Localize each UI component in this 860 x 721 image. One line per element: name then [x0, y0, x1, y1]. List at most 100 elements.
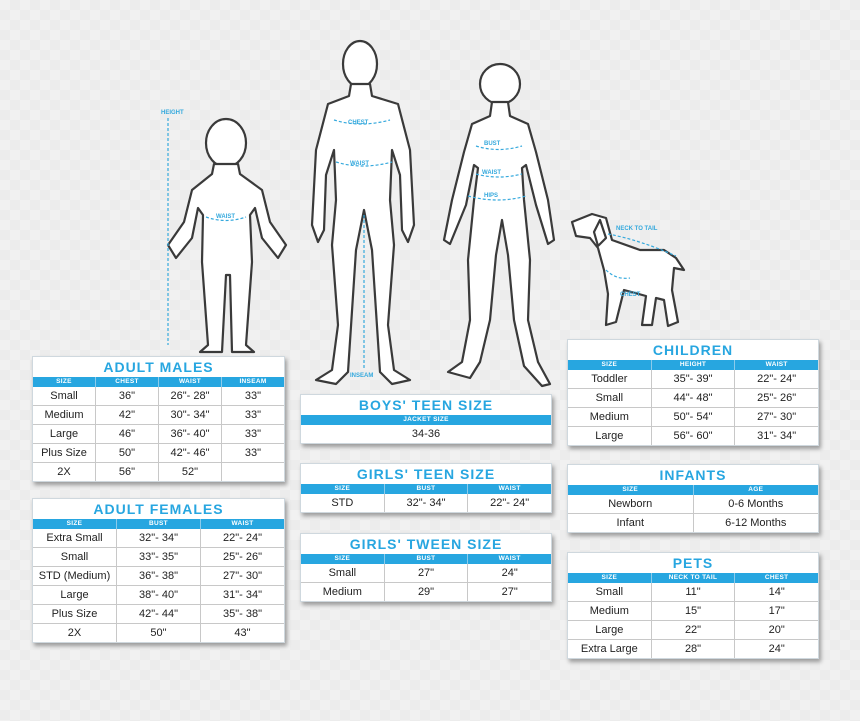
table-cell: 2X	[57, 466, 71, 478]
table-cell: Large	[595, 430, 624, 442]
table-cell: 34-36	[411, 428, 441, 440]
table-cell: 33"	[221, 406, 284, 424]
table-cell: 31"- 34"	[200, 586, 284, 604]
table-cell: 11"	[650, 583, 735, 601]
table-row: Plus Size 50" 42"- 46" 33"	[33, 444, 284, 463]
table-cell: 35"- 39"	[650, 370, 735, 388]
table-cell: 17"	[734, 602, 818, 620]
column-header: WAIST	[158, 377, 221, 387]
table-cell: Small	[50, 390, 78, 402]
column-header: SIZE	[334, 485, 351, 492]
table-cell: 26"- 28"	[158, 387, 221, 405]
table-cell: 36"- 38"	[116, 567, 200, 585]
adult-females-table: ADULT FEMALES SIZE BUST WAIST Extra Small 32…	[32, 498, 285, 643]
table-row: Small 33"- 35" 25"- 26"	[33, 548, 284, 567]
table-title: ADULT FEMALES	[93, 501, 224, 517]
neck-to-tail-label: NECK TO TAIL	[616, 226, 658, 232]
table-header: SIZE HEIGHT WAIST	[568, 360, 818, 370]
column-header: INSEAM	[221, 377, 284, 387]
chest-label: CHEST	[348, 120, 369, 126]
table-cell: 22"- 24"	[200, 529, 284, 547]
table-header: JACKET SIZE	[301, 415, 551, 425]
table-cell: 56"- 60"	[650, 427, 735, 445]
table-cell: Plus Size	[41, 447, 87, 459]
girls-teen-table: GIRLS' TEEN SIZE SIZE BUST WAIST STD 32"- 34…	[300, 463, 552, 513]
table-header: SIZE BUST WAIST	[301, 484, 551, 494]
column-header: WAIST	[467, 554, 551, 564]
column-header: SIZE	[622, 486, 639, 493]
column-header: SIZE	[56, 378, 72, 385]
adult-males-table: ADULT MALES SIZE CHEST WAIST INSEAM Small 36"…	[32, 356, 285, 482]
table-cell: Extra Large	[580, 643, 638, 655]
table-cell: 25"- 26"	[200, 548, 284, 566]
boys-teen-table: BOYS' TEEN SIZE JACKET SIZE 34-36	[300, 394, 552, 444]
table-cell: 24"	[467, 564, 551, 582]
table-cell: 36"	[95, 387, 158, 405]
infants-table: INFANTS SIZE AGE Newborn 0-6 Months Infant 6-…	[567, 464, 819, 533]
table-cell: 27"	[467, 583, 551, 601]
table-cell: 50"	[95, 444, 158, 462]
body-figures-illustration: HEIGHT WAIST CHEST WAIST INSEAM BUST WAI…	[161, 39, 686, 388]
table-cell: 14"	[734, 583, 818, 601]
female-figure	[442, 62, 556, 388]
girls-tween-table: GIRLS' TWEEN SIZE SIZE BUST WAIST Small 27" 2…	[300, 533, 552, 602]
table-cell: 2X	[67, 627, 82, 639]
table-title: BOYS' TEEN SIZE	[358, 397, 494, 413]
child-waist-label: WAIST	[216, 214, 235, 220]
table-row: Medium 15" 17"	[568, 602, 818, 621]
column-header: SIZE	[601, 361, 618, 368]
table-cell: 27"- 30"	[734, 408, 818, 426]
table-cell: Infant	[616, 517, 645, 529]
table-cell: 30"- 34"	[158, 406, 221, 424]
table-cell: 27"	[383, 564, 468, 582]
height-label: HEIGHT	[161, 110, 184, 116]
table-cell: 32"- 34"	[383, 494, 468, 512]
table-cell: 20"	[734, 621, 818, 639]
table-cell: Small	[60, 551, 89, 563]
column-header: HEIGHT	[650, 360, 735, 370]
table-row: Large 46" 36"- 40" 33"	[33, 425, 284, 444]
table-cell: 27"- 30"	[200, 567, 284, 585]
table-row: Small 44"- 48" 25"- 26"	[568, 389, 818, 408]
male-figure	[310, 39, 416, 386]
table-row: Large 38"- 40" 31"- 34"	[33, 586, 284, 605]
table-header: SIZE NECK TO TAIL CHEST	[568, 573, 818, 583]
table-cell: 36"- 40"	[158, 425, 221, 443]
column-header: JACKET SIZE	[403, 416, 449, 423]
table-header: SIZE AGE	[568, 485, 818, 495]
column-header: NECK TO TAIL	[650, 573, 735, 583]
table-cell: 0-6 Months	[692, 495, 819, 513]
table-row: Small 11" 14"	[568, 583, 818, 602]
column-header: WAIST	[734, 360, 818, 370]
table-title: CHILDREN	[652, 342, 734, 358]
table-cell: Medium	[589, 605, 629, 617]
table-header: SIZE BUST WAIST	[33, 519, 284, 529]
table-row: Medium 42" 30"- 34" 33"	[33, 406, 284, 425]
column-header: BUST	[116, 519, 200, 529]
table-title: ADULT MALES	[103, 359, 214, 375]
table-cell: 50"	[116, 624, 200, 642]
table-row: Plus Size 42"- 44" 35"- 38"	[33, 605, 284, 624]
column-header: SIZE	[66, 520, 83, 527]
male-waist-label: WAIST	[350, 161, 369, 167]
dog-chest-label: CHEST	[620, 292, 641, 298]
table-cell: Plus Size	[51, 608, 98, 620]
table-cell: 22"- 24"	[467, 494, 551, 512]
table-cell: Large	[595, 624, 624, 636]
table-cell: 44"- 48"	[650, 389, 735, 407]
table-cell: 35"- 38"	[200, 605, 284, 623]
table-row: STD (Medium) 36"- 38" 27"- 30"	[33, 567, 284, 586]
table-cell: Toddler	[591, 373, 628, 385]
table-cell: 42"- 46"	[158, 444, 221, 462]
table-row: 2X 50" 43"	[33, 624, 284, 642]
table-cell: Medium	[589, 411, 629, 423]
table-row: 2X 56" 52"	[33, 463, 284, 481]
table-cell: Small	[328, 567, 357, 579]
table-title: GIRLS' TEEN SIZE	[356, 466, 496, 482]
table-row: Large 56"- 60" 31"- 34"	[568, 427, 818, 445]
table-cell: 32"- 34"	[116, 529, 200, 547]
table-cell: STD	[331, 497, 354, 509]
column-header: SIZE	[334, 555, 351, 562]
table-cell: 46"	[95, 425, 158, 443]
table-cell: 33"	[221, 387, 284, 405]
